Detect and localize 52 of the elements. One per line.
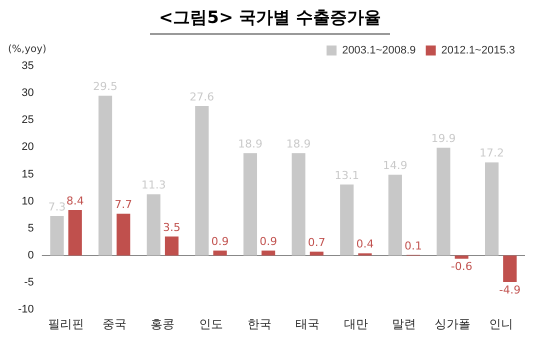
y-tick-label: -5 [24, 276, 34, 289]
bar [454, 255, 468, 259]
y-tick-label: 20 [22, 141, 34, 154]
y-axis-title: (%,yoy) [8, 44, 46, 55]
y-tick-label: 35 [22, 60, 34, 72]
bar [310, 252, 324, 256]
x-tick-label: 인니 [488, 317, 513, 332]
data-label: 0.9 [211, 234, 229, 248]
data-label: 3.5 [162, 220, 180, 234]
bar [388, 174, 402, 256]
legend-label: 2012.1~2015.3 [441, 44, 516, 57]
data-label: 0.9 [260, 234, 278, 248]
bar [50, 216, 64, 256]
bar [262, 250, 276, 256]
chart-title: <그림5> 국가별 수출증가율 [150, 0, 390, 35]
x-tick-label: 인도 [198, 317, 223, 332]
bar [503, 255, 517, 282]
x-tick-label: 대만 [344, 317, 368, 332]
y-tick-label: 5 [28, 222, 34, 234]
bar [292, 153, 306, 256]
y-tick-label: 30 [22, 87, 34, 100]
y-tick-label: 15 [22, 168, 34, 180]
data-label: 0.4 [356, 238, 374, 251]
data-label: 7.7 [114, 198, 132, 212]
bar [98, 96, 112, 256]
y-tick-label: 0 [28, 250, 34, 262]
legend-label: 2003.1~2008.9 [342, 44, 416, 57]
y-tick-label: -10 [18, 304, 34, 316]
bar [243, 153, 258, 256]
bar [213, 250, 227, 256]
y-tick-label: 10 [22, 195, 34, 208]
data-label: 0.7 [308, 236, 326, 250]
y-tick-label: 25 [22, 114, 34, 126]
bar [164, 236, 179, 256]
data-label: -0.6 [450, 260, 472, 274]
bar [195, 106, 209, 256]
x-tick-label: 중국 [102, 317, 126, 332]
x-tick-label: 말련 [392, 317, 416, 332]
bar [116, 214, 130, 256]
x-tick-label: 홍콩 [150, 317, 175, 332]
bar [436, 148, 450, 256]
data-label: 8.4 [66, 194, 84, 208]
x-tick-label: 한국 [247, 317, 272, 332]
x-tick-label: 싱가폴 [434, 317, 471, 332]
bar [146, 194, 160, 256]
x-tick-label: 필리핀 [48, 317, 84, 332]
bar [68, 210, 82, 256]
data-label: 0.1 [404, 239, 422, 252]
x-tick-label: 태국 [296, 317, 320, 332]
data-label: -4.9 [499, 283, 521, 296]
bar [340, 184, 354, 256]
bar [484, 162, 499, 256]
